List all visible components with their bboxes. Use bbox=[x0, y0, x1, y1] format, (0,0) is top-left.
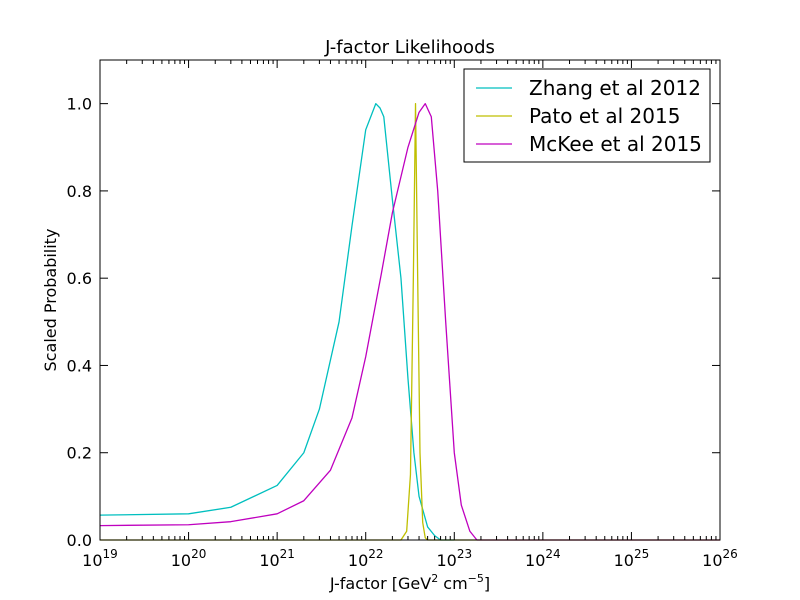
y-tick-labels: 0.0 0.2 0.4 0.6 0.8 1.0 bbox=[67, 95, 92, 550]
x-tick-label: 1026 bbox=[702, 547, 738, 570]
y-tick-label: 0.4 bbox=[67, 356, 92, 375]
x-tick-label: 1025 bbox=[614, 547, 650, 570]
series-line-2 bbox=[100, 102, 720, 541]
legend-label-3: McKee et al 2015 bbox=[529, 132, 702, 156]
x-tick-label: 1022 bbox=[348, 547, 384, 570]
series-group bbox=[99, 102, 720, 541]
y-tick-label: 0.6 bbox=[67, 269, 92, 288]
legend-label-2: Pato et al 2015 bbox=[529, 104, 680, 128]
y-axis-label: Scaled Probability bbox=[41, 229, 60, 372]
series-line-3 bbox=[99, 102, 720, 541]
x-tick-label: 1024 bbox=[525, 547, 561, 570]
y-tick-label: 1.0 bbox=[67, 95, 92, 114]
x-axis-label: J-factor [GeV2 cm−5] bbox=[329, 572, 490, 593]
x-axis-label-prefix: J-factor [GeV bbox=[329, 574, 431, 593]
y-tick-label: 0.2 bbox=[67, 444, 92, 463]
x-tick-labels: 1019 1020 1021 1022 1023 1024 1025 1026 bbox=[82, 547, 738, 570]
x-axis-label-sup2: −5 bbox=[468, 572, 484, 585]
legend-items: Zhang et al 2012 Pato et al 2015 McKee et … bbox=[476, 76, 702, 156]
x-axis-label-suffix: ] bbox=[484, 574, 490, 593]
x-tick-label: 1019 bbox=[82, 547, 118, 570]
chart-title: J-factor Likelihoods bbox=[324, 37, 495, 58]
legend-label-1: Zhang et al 2012 bbox=[529, 76, 701, 100]
plot-frame bbox=[99, 59, 721, 541]
x-tick-label: 1021 bbox=[259, 547, 295, 570]
legend: Zhang et al 2012 Pato et al 2015 McKee et … bbox=[463, 68, 711, 163]
y-tick-label: 0.8 bbox=[67, 182, 92, 201]
y-tick-label: 0.0 bbox=[67, 531, 92, 550]
x-axis-label-sup1: 2 bbox=[431, 572, 438, 585]
x-axis-label-middle: cm bbox=[438, 574, 467, 593]
ticks-group bbox=[99, 60, 721, 541]
x-tick-label: 1020 bbox=[171, 547, 207, 570]
series-line-1 bbox=[99, 102, 455, 541]
x-tick-label: 1023 bbox=[436, 547, 472, 570]
